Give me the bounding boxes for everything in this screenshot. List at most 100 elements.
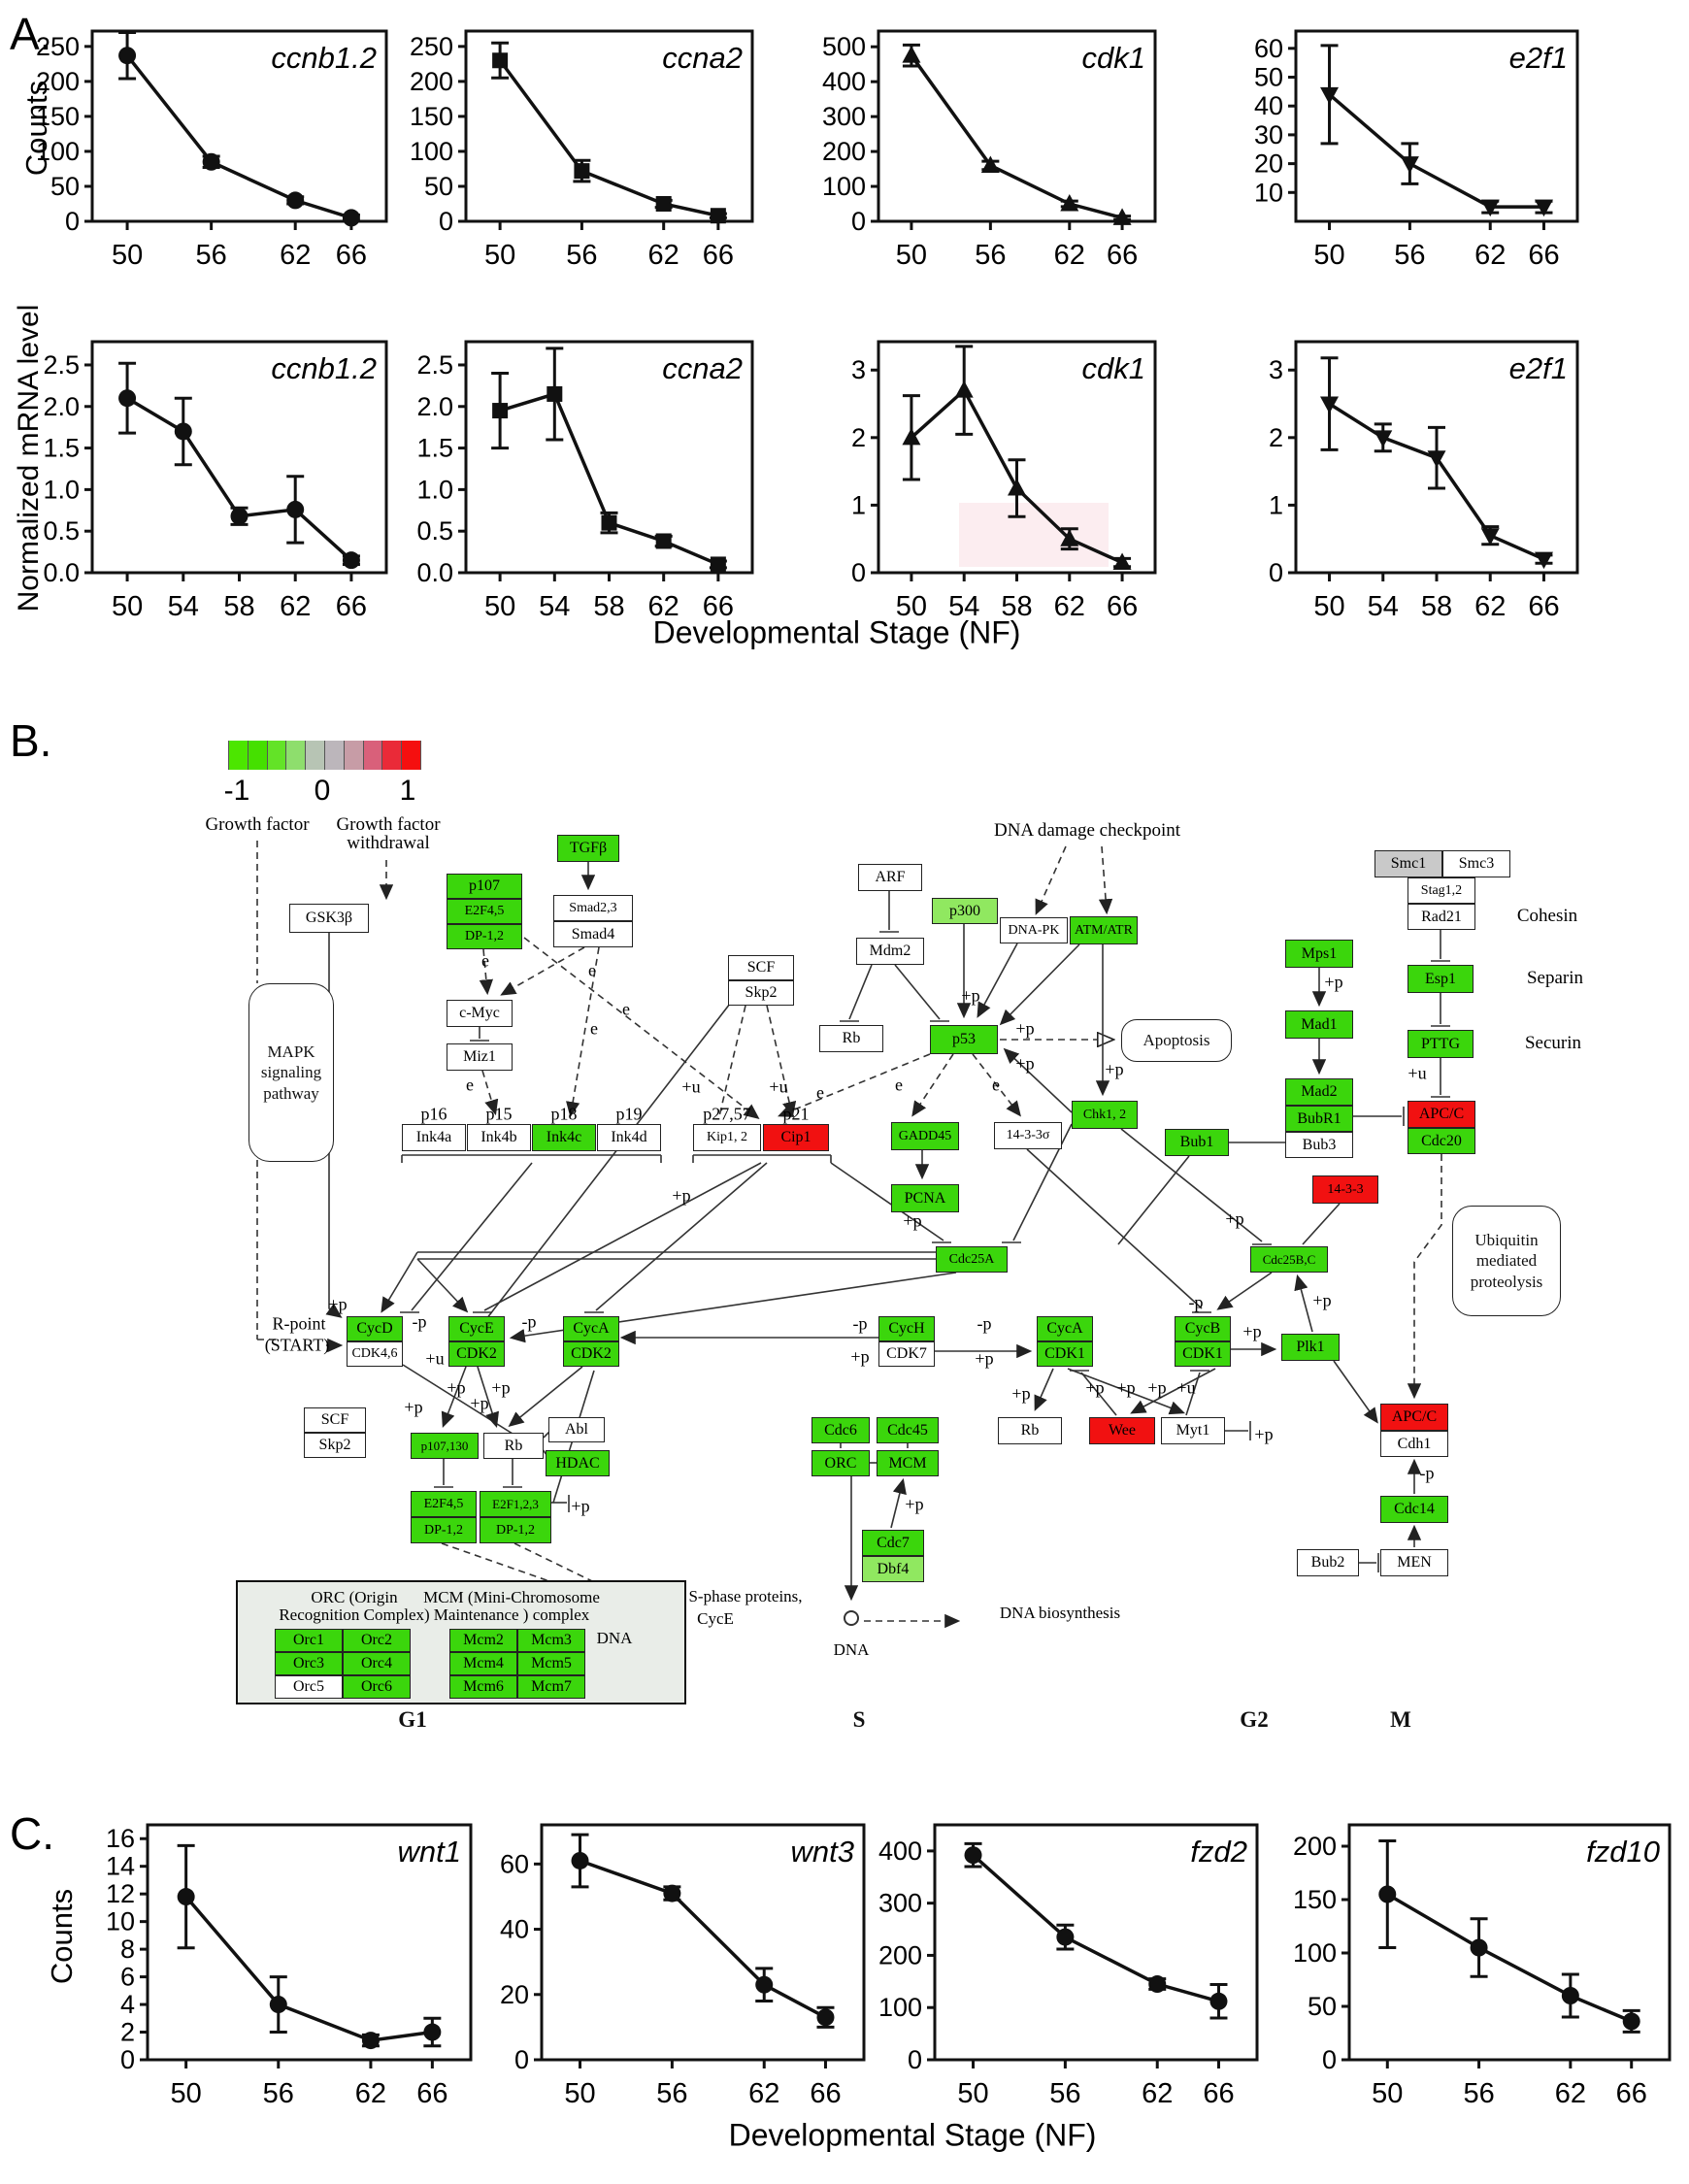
svg-text:50: 50	[1308, 1992, 1337, 2021]
pathway-node-p107: p107	[447, 874, 522, 899]
pathway-node-c-myc: c-Myc	[447, 1000, 513, 1027]
pathway-text-dna-damage-checkpoint: DNA damage checkpoint	[993, 820, 1181, 841]
svg-text:200: 200	[822, 137, 866, 166]
svg-text:200: 200	[410, 67, 453, 96]
chart-title-ccna2: ccna2	[662, 351, 743, 385]
pathway-node-esp1: Esp1	[1408, 965, 1474, 993]
pathway-rel-label: e	[466, 1075, 474, 1095]
pathway-node-mcm3: Mcm3	[517, 1629, 585, 1652]
pathway-node-hdac: HDAC	[546, 1450, 610, 1476]
pathway-node-bub3: Bub3	[1285, 1132, 1353, 1158]
svg-text:200: 200	[1293, 1832, 1337, 1861]
pathway-node-dbf4: Dbf4	[862, 1556, 924, 1582]
pathway-node-skp2: Skp2	[304, 1433, 366, 1458]
svg-text:56: 56	[1394, 240, 1425, 271]
pathway-text-growth-factor: Growth factor	[336, 814, 441, 835]
pathway-node-cip1: Cip1	[763, 1124, 829, 1151]
svg-text:1.5: 1.5	[416, 434, 453, 463]
svg-text:2: 2	[120, 2018, 135, 2047]
pathway-node-dp-1-2: DP-1,2	[480, 1517, 551, 1543]
pathway-node-mcm2: Mcm2	[449, 1629, 517, 1652]
pathway-node-scf: SCF	[728, 955, 794, 980]
svg-text:56: 56	[1049, 2078, 1080, 2109]
svg-text:400: 400	[878, 1837, 922, 1866]
svg-text:62: 62	[1054, 240, 1085, 271]
pathway-text-cyce: CycE	[697, 1609, 734, 1628]
svg-text:66: 66	[1107, 240, 1138, 271]
pathway-rel-label: +p	[571, 1496, 590, 1516]
pathway-node-cdk2: CDK2	[448, 1341, 505, 1367]
pathway-text-s-phase-proteins: S-phase proteins,	[688, 1587, 803, 1605]
svg-text:2: 2	[851, 423, 866, 452]
chart-C-counts-fzd10: 0 50 100 150 200 50 56 62 66 fzd10	[1293, 1823, 1672, 2109]
svg-text:10: 10	[1254, 178, 1283, 207]
phase-label-m: M	[1390, 1707, 1411, 1732]
pathway-text-maintenance-complex: Maintenance ) complex	[433, 1605, 590, 1624]
panel-b-label: B.	[10, 715, 52, 766]
panel-c-label: C.	[10, 1808, 54, 1859]
svg-text:2.0: 2.0	[43, 392, 80, 421]
svg-text:50: 50	[1254, 63, 1283, 92]
legend-cell-8	[381, 741, 402, 770]
pathway-node-smad4: Smad4	[553, 921, 633, 947]
pathway-node-myt1: Myt1	[1161, 1417, 1225, 1444]
pathway-node-mcm6: Mcm6	[449, 1675, 517, 1699]
svg-text:250: 250	[410, 32, 453, 61]
pathway-node-pcna: PCNA	[891, 1184, 959, 1212]
legend-cell-2	[266, 741, 286, 770]
pathway-rel-label: +p	[1015, 1053, 1035, 1074]
svg-text:62: 62	[1474, 240, 1506, 271]
svg-text:0: 0	[514, 2045, 529, 2074]
pathway-node-cdk4-6: CDK4,6	[347, 1341, 403, 1367]
svg-text:62: 62	[648, 591, 679, 622]
pathway-node-ink4c: Ink4c	[532, 1124, 596, 1151]
legend-tick-zero: 0	[314, 775, 331, 807]
svg-text:0: 0	[65, 207, 80, 236]
pathway-rel-label: +p	[1242, 1321, 1262, 1341]
svg-text:2.0: 2.0	[416, 392, 453, 421]
svg-text:3: 3	[1269, 355, 1283, 384]
pathway-node-bub1: Bub1	[1165, 1129, 1229, 1156]
svg-text:100: 100	[410, 137, 453, 166]
svg-text:66: 66	[810, 2078, 841, 2109]
pathway-node-e2f4-5: E2F4,5	[447, 899, 522, 924]
chart-A-qpcr-cdk1: 0 1 2 3 50 54 58 62 66 cdk1	[851, 340, 1157, 622]
pathway-node-smc3: Smc3	[1442, 850, 1510, 877]
svg-text:12: 12	[106, 1879, 135, 1908]
pathway-rel-label: +p	[1085, 1377, 1105, 1398]
pathway-node-p300: p300	[932, 898, 998, 924]
svg-text:50: 50	[484, 591, 515, 622]
pathway-rel-label: +p	[961, 985, 980, 1006]
svg-text:0: 0	[851, 558, 866, 587]
pathway-node-plk1: Plk1	[1281, 1334, 1340, 1361]
legend-cell-1	[247, 741, 267, 770]
svg-text:54: 54	[168, 591, 199, 622]
pathway-rel-label: +p	[1105, 1059, 1124, 1079]
pathway-node-orc4: Orc4	[343, 1652, 411, 1675]
pathway-rel-label: +p	[1116, 1377, 1136, 1398]
svg-text:4: 4	[120, 1990, 135, 2019]
svg-text:6: 6	[120, 1963, 135, 1992]
pathway-rel-label: +u	[425, 1348, 445, 1369]
pathway-node-cdc25b-c: Cdc25B,C	[1250, 1246, 1328, 1273]
svg-text:66: 66	[703, 591, 734, 622]
pathway-connectors	[256, 841, 1450, 1629]
svg-text:60: 60	[1254, 34, 1283, 63]
svg-text:50: 50	[50, 172, 80, 201]
svg-text:1: 1	[1269, 490, 1283, 519]
svg-text:20: 20	[1254, 149, 1283, 179]
pathway-node-orc6: Orc6	[343, 1675, 411, 1699]
pathway-rel-label: e	[481, 950, 489, 971]
legend-cell-0	[228, 741, 248, 770]
svg-text:66: 66	[336, 240, 367, 271]
pathway-node-bub2: Bub2	[1297, 1549, 1359, 1576]
pathway-text-p18: p18	[550, 1104, 578, 1124]
svg-text:50: 50	[484, 240, 515, 271]
svg-text:0.0: 0.0	[43, 558, 80, 587]
pathway-rel-label: +p	[328, 1294, 348, 1314]
pathway-node-apc-c: APC/C	[1408, 1101, 1475, 1128]
pathway-text-p15: p15	[485, 1104, 513, 1124]
pathway-rel-label: +p	[1324, 972, 1343, 992]
pathway-node-kip1-2: Kip1, 2	[693, 1124, 761, 1151]
svg-text:0: 0	[1322, 2045, 1337, 2074]
